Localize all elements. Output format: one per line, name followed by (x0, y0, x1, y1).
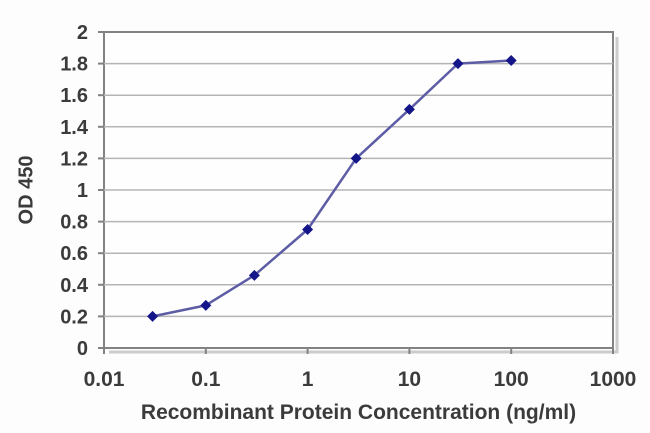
data-point-marker (452, 58, 464, 70)
x-tick-label: 0.01 (84, 368, 125, 391)
data-point-marker (302, 224, 314, 235)
y-tick-label: 1.2 (60, 148, 88, 170)
y-tick-label: 1 (77, 180, 88, 202)
y-tick-label: 0.4 (60, 275, 89, 297)
y-tick-label: 0.8 (60, 212, 88, 234)
series-line (152, 59, 512, 318)
x-tick-label: 100 (494, 368, 529, 391)
y-tick-label: 2 (77, 22, 88, 44)
data-point-marker (350, 152, 362, 164)
y-tick-label: 0 (77, 338, 88, 360)
y-tick-label: 1.8 (60, 54, 88, 76)
x-axis-title: Recombinant Protein Concentration (ng/ml… (140, 401, 577, 424)
y-tick-label: 1.4 (60, 117, 89, 139)
x-tick-label: 1000 (590, 368, 637, 391)
x-tick-label: 1 (302, 368, 314, 391)
data-point-marker (248, 269, 260, 281)
y-tick-label: 1.6 (60, 85, 88, 107)
x-tick-label: 0.1 (191, 368, 221, 391)
y-tick-label: 0.6 (60, 243, 88, 265)
x-tick-label: 10 (398, 368, 421, 391)
data-point-marker (505, 54, 517, 66)
data-point-marker (200, 299, 212, 311)
data-point-marker (403, 103, 415, 115)
y-tick-label: 0.2 (60, 306, 88, 328)
data-point-marker (147, 310, 159, 322)
y-axis-title: OD 450 (15, 155, 38, 225)
